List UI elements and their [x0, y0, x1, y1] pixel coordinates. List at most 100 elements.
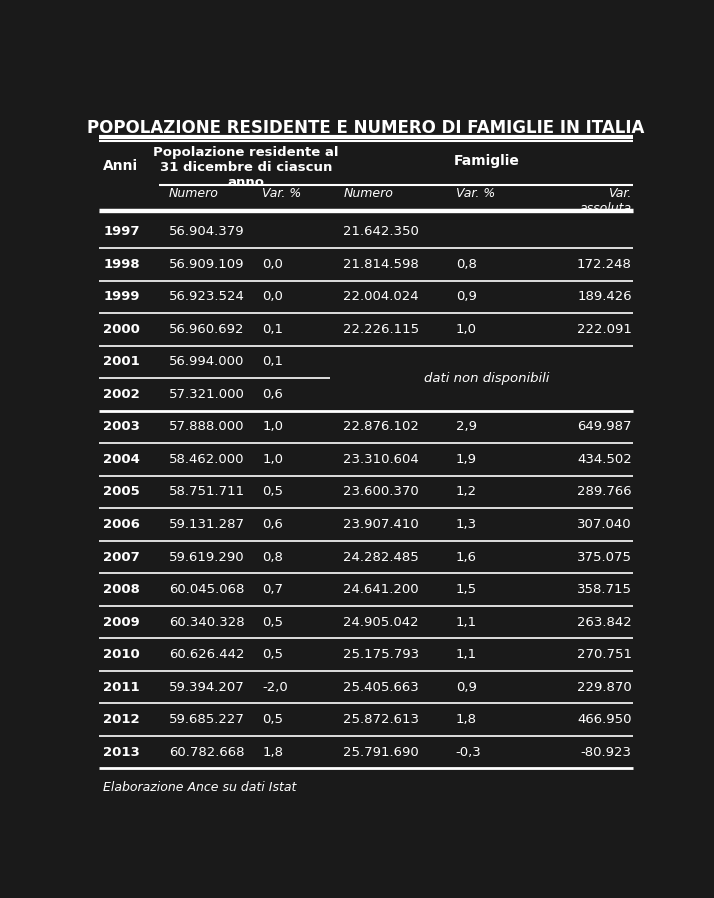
- Text: 1,0: 1,0: [262, 420, 283, 434]
- Text: 56.960.692: 56.960.692: [169, 323, 245, 336]
- Text: 2001: 2001: [104, 356, 140, 368]
- Text: Popolazione residente al
31 dicembre di ciascun
anno: Popolazione residente al 31 dicembre di …: [154, 146, 339, 189]
- Text: 1,8: 1,8: [262, 745, 283, 759]
- Text: 289.766: 289.766: [577, 486, 632, 498]
- Text: 1,2: 1,2: [456, 486, 477, 498]
- Text: Famiglie: Famiglie: [453, 154, 519, 168]
- Text: 2003: 2003: [104, 420, 140, 434]
- Text: 189.426: 189.426: [577, 290, 632, 304]
- Text: 263.842: 263.842: [577, 615, 632, 629]
- Text: 21.642.350: 21.642.350: [343, 225, 419, 238]
- Text: 2011: 2011: [104, 681, 140, 693]
- Text: 0,6: 0,6: [262, 518, 283, 531]
- Text: 58.462.000: 58.462.000: [169, 453, 245, 466]
- Text: 0,1: 0,1: [262, 323, 283, 336]
- Text: 1,3: 1,3: [456, 518, 477, 531]
- Text: 0,8: 0,8: [456, 258, 477, 271]
- Text: 1,0: 1,0: [456, 323, 477, 336]
- Text: 434.502: 434.502: [577, 453, 632, 466]
- Text: 23.310.604: 23.310.604: [343, 453, 419, 466]
- Text: 2002: 2002: [104, 388, 140, 401]
- Text: 57.888.000: 57.888.000: [169, 420, 245, 434]
- Text: 1,8: 1,8: [456, 713, 477, 726]
- Text: 25.791.690: 25.791.690: [343, 745, 419, 759]
- Text: 0,5: 0,5: [262, 615, 283, 629]
- Text: 56.994.000: 56.994.000: [169, 356, 244, 368]
- Text: 649.987: 649.987: [577, 420, 632, 434]
- Text: 2008: 2008: [104, 583, 140, 596]
- Text: 2006: 2006: [104, 518, 140, 531]
- Text: -2,0: -2,0: [262, 681, 288, 693]
- Text: 25.175.793: 25.175.793: [343, 648, 420, 661]
- Text: Numero: Numero: [169, 187, 219, 200]
- Text: 270.751: 270.751: [577, 648, 632, 661]
- Text: 2010: 2010: [104, 648, 140, 661]
- Text: 1997: 1997: [104, 225, 140, 238]
- Text: 1,9: 1,9: [456, 453, 477, 466]
- Text: 59.685.227: 59.685.227: [169, 713, 245, 726]
- Text: 0,5: 0,5: [262, 713, 283, 726]
- Text: 0,9: 0,9: [456, 290, 477, 304]
- Text: 23.600.370: 23.600.370: [343, 486, 419, 498]
- Text: 0,0: 0,0: [262, 290, 283, 304]
- Text: 1,0: 1,0: [262, 453, 283, 466]
- Text: 2,9: 2,9: [456, 420, 477, 434]
- Text: 1,1: 1,1: [456, 648, 477, 661]
- Text: 0,6: 0,6: [262, 388, 283, 401]
- Text: -80.923: -80.923: [580, 745, 632, 759]
- Text: Elaborazione Ance su dati Istat: Elaborazione Ance su dati Istat: [104, 781, 296, 794]
- Text: Var. %: Var. %: [262, 187, 301, 200]
- Text: 60.626.442: 60.626.442: [169, 648, 245, 661]
- Text: 25.872.613: 25.872.613: [343, 713, 419, 726]
- Text: 0,8: 0,8: [262, 550, 283, 564]
- Text: 1,6: 1,6: [456, 550, 477, 564]
- Text: 0,9: 0,9: [456, 681, 477, 693]
- Text: 57.321.000: 57.321.000: [169, 388, 245, 401]
- Text: 58.751.711: 58.751.711: [169, 486, 245, 498]
- Text: 60.782.668: 60.782.668: [169, 745, 245, 759]
- Text: 60.045.068: 60.045.068: [169, 583, 244, 596]
- Text: 307.040: 307.040: [577, 518, 632, 531]
- Text: 2004: 2004: [104, 453, 140, 466]
- Text: 56.904.379: 56.904.379: [169, 225, 245, 238]
- Text: 0,5: 0,5: [262, 648, 283, 661]
- Text: 22.876.102: 22.876.102: [343, 420, 419, 434]
- Text: Numero: Numero: [343, 187, 393, 200]
- Text: 1,1: 1,1: [456, 615, 477, 629]
- Text: 1999: 1999: [104, 290, 140, 304]
- Text: 358.715: 358.715: [577, 583, 632, 596]
- Text: 229.870: 229.870: [577, 681, 632, 693]
- Text: 24.641.200: 24.641.200: [343, 583, 419, 596]
- Text: 21.814.598: 21.814.598: [343, 258, 419, 271]
- Text: 0,1: 0,1: [262, 356, 283, 368]
- Text: 2005: 2005: [104, 486, 140, 498]
- Text: 0,0: 0,0: [262, 258, 283, 271]
- Text: 60.340.328: 60.340.328: [169, 615, 245, 629]
- Text: 2013: 2013: [104, 745, 140, 759]
- Text: POPOLAZIONE RESIDENTE E NUMERO DI FAMIGLIE IN ITALIA: POPOLAZIONE RESIDENTE E NUMERO DI FAMIGL…: [87, 119, 645, 136]
- Text: 59.394.207: 59.394.207: [169, 681, 245, 693]
- Text: 466.950: 466.950: [577, 713, 632, 726]
- Text: 59.131.287: 59.131.287: [169, 518, 245, 531]
- Text: 24.905.042: 24.905.042: [343, 615, 419, 629]
- Text: Var. %: Var. %: [456, 187, 495, 200]
- Text: 23.907.410: 23.907.410: [343, 518, 419, 531]
- Text: 2000: 2000: [104, 323, 140, 336]
- Text: 2012: 2012: [104, 713, 140, 726]
- Text: 1,5: 1,5: [456, 583, 477, 596]
- Text: 0,5: 0,5: [262, 486, 283, 498]
- Text: 172.248: 172.248: [577, 258, 632, 271]
- Text: 222.091: 222.091: [577, 323, 632, 336]
- Text: 2007: 2007: [104, 550, 140, 564]
- Text: -0,3: -0,3: [456, 745, 481, 759]
- Text: 1998: 1998: [104, 258, 140, 271]
- Text: 375.075: 375.075: [577, 550, 632, 564]
- Text: Var.
assoluta: Var. assoluta: [580, 187, 632, 215]
- Text: dati non disponibili: dati non disponibili: [423, 372, 549, 384]
- Text: 22.004.024: 22.004.024: [343, 290, 419, 304]
- Text: 25.405.663: 25.405.663: [343, 681, 419, 693]
- Text: 56.909.109: 56.909.109: [169, 258, 245, 271]
- Text: Anni: Anni: [104, 159, 139, 173]
- Text: 59.619.290: 59.619.290: [169, 550, 245, 564]
- Text: 2009: 2009: [104, 615, 140, 629]
